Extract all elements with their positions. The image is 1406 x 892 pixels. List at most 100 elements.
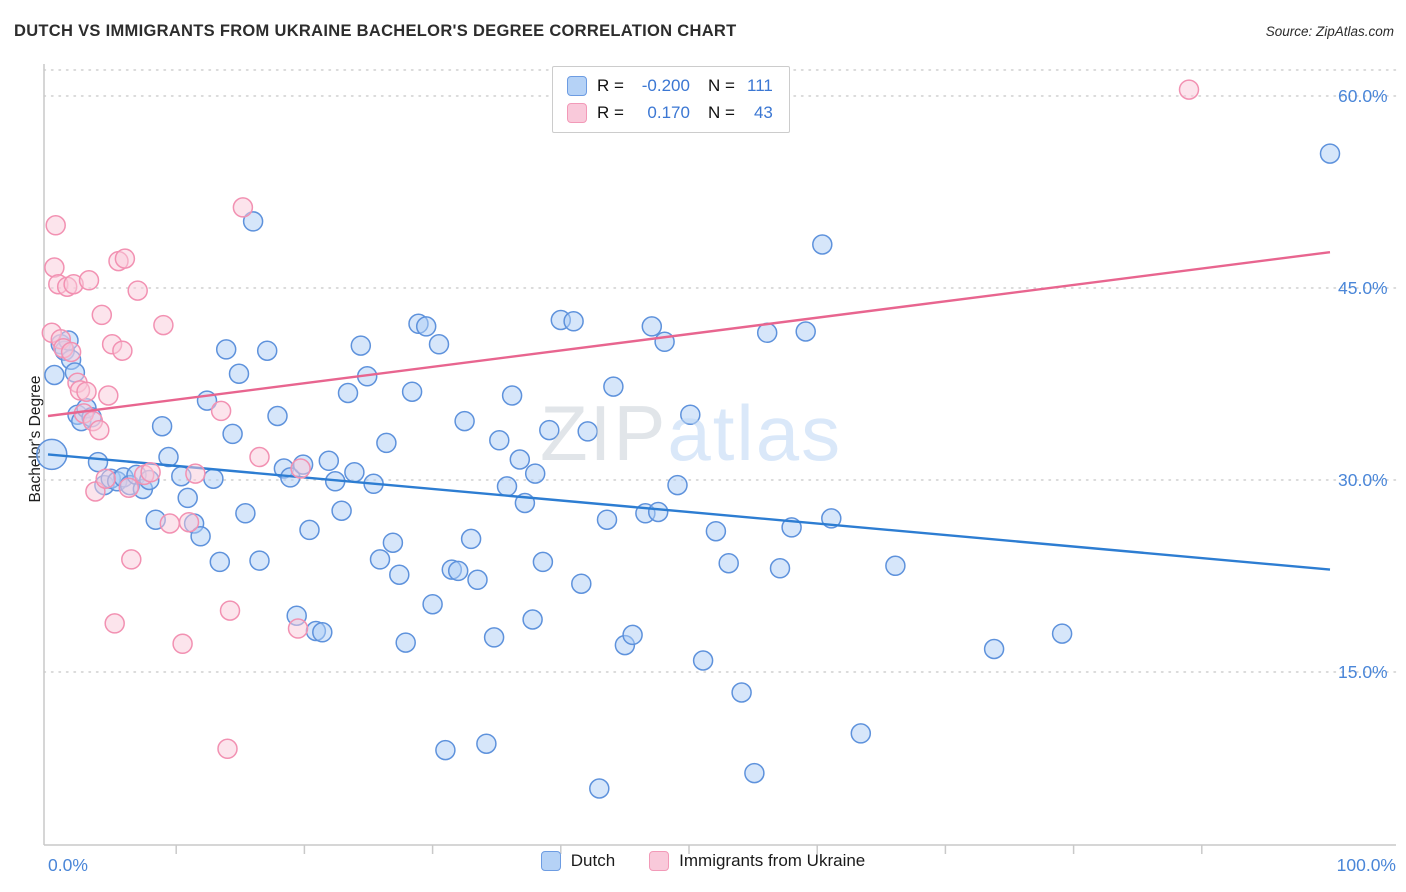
dutch-scatter-point (428, 334, 450, 355)
dutch-scatter-point (242, 211, 264, 232)
x-corner-label: 100.0% (1337, 855, 1396, 875)
dutch-scatter-point (415, 316, 437, 337)
dutch-scatter-point (744, 762, 765, 784)
dutch-scatter-point (369, 549, 391, 570)
ukraine-scatter-point (210, 400, 232, 422)
dutch-scatter-point (577, 421, 598, 442)
dutch-scatter-point (190, 526, 211, 547)
ukraine-scatter-point (98, 385, 119, 406)
dutch-scatter-point (522, 609, 543, 630)
dutch-scatter-point (222, 423, 243, 445)
dutch-scatter-point (228, 363, 250, 385)
dutch-scatter-point (158, 446, 179, 468)
ukraine-scatter-point (60, 341, 82, 363)
source-attribution: Source: ZipAtlas.com (1265, 24, 1394, 39)
page-title: DUTCH VS IMMIGRANTS FROM UKRAINE BACHELO… (14, 22, 737, 40)
series-legend-ukraine-label: Immigrants from Ukraine (679, 851, 866, 870)
r-value-ukraine: 0.170 (647, 103, 690, 122)
ukraine-scatter-point (140, 462, 161, 483)
dutch-scatter-point (215, 339, 237, 360)
dutch-scatter-point (850, 723, 872, 744)
dutch-scatter-point (476, 733, 497, 754)
dutch-scatter-point (532, 551, 554, 573)
ukraine-scatter-point (78, 270, 100, 291)
series-legend-dutch: Dutch (540, 851, 615, 871)
dutch-scatter-point (318, 450, 340, 472)
y-tick-label: 30.0% (1338, 470, 1388, 490)
axes (43, 64, 1396, 854)
dutch-scatter-point (680, 404, 701, 425)
r-value-dutch: -0.200 (641, 76, 690, 95)
dutch-scatter-point (509, 449, 531, 470)
ukraine-scatter-point (219, 600, 241, 621)
x-corner-label: 0.0% (48, 855, 88, 875)
dutch-scatter-point (467, 569, 488, 591)
dutch-scatter-point (769, 558, 791, 579)
ukraine-scatter-point (127, 280, 148, 301)
ukraine-scatter-point (44, 257, 65, 278)
dutch-scatter-point (460, 528, 482, 550)
ukraine-scatter-point (185, 463, 206, 484)
dutch-scatter-point (641, 316, 663, 337)
dutch-scatter-point (571, 573, 592, 594)
dutch-scatter-point (454, 410, 475, 432)
dutch-scatter-point (376, 432, 397, 454)
y-tick-label: 60.0% (1338, 86, 1388, 106)
correlation-legend-row-dutch: R = -0.200 N = 111 (567, 76, 773, 96)
ukraine-scatter-point (121, 549, 142, 570)
dutch-scatter-point (209, 551, 231, 573)
ukraine-scatter-point (95, 468, 116, 489)
ukraine-scatter-point (217, 738, 238, 760)
dutch-scatter-point (395, 632, 416, 653)
r-label: R = (597, 103, 624, 122)
dutch-scatter-point (389, 564, 410, 585)
dutch-points (36, 143, 1341, 799)
dutch-scatter-point (563, 311, 584, 332)
ukraine-scatter-point (118, 477, 140, 498)
ukraine-scatter-point (104, 613, 125, 634)
dutch-scatter-point (821, 508, 842, 529)
n-value-dutch: 111 (747, 76, 773, 95)
dutch-scatter-point (483, 627, 505, 648)
dutch-scatter-point (622, 624, 643, 646)
dutch-scatter-point (256, 340, 278, 361)
n-label: N = (707, 76, 735, 95)
dutch-scatter-point (596, 509, 618, 530)
dutch-scatter-point (382, 532, 404, 553)
correlation-legend-row-ukraine: R = 0.170 N = 43 (567, 103, 773, 123)
ukraine-scatter-point (178, 511, 200, 533)
series-legend-ukraine: Immigrants from Ukraine (649, 851, 865, 871)
dutch-scatter-point (447, 560, 469, 582)
y-tick-label: 15.0% (1338, 662, 1388, 682)
dutch-scatter-point (756, 322, 778, 344)
ukraine-scatter-point (45, 215, 66, 236)
dutch-scatter-point (337, 382, 359, 404)
dutch-trendline (47, 453, 1331, 571)
dutch-scatter-point (422, 593, 443, 615)
ukraine-trendline (47, 250, 1331, 418)
dutch-scatter-point (718, 552, 739, 574)
dutch-scatter-point (177, 487, 198, 509)
dutch-scatter-point (312, 622, 333, 643)
dutch-scatter-point (667, 474, 688, 496)
ukraine-scatter-point (232, 197, 254, 218)
ukraine-points (41, 79, 1200, 760)
dutch-scatter-point (812, 234, 833, 255)
correlation-legend: R = -0.200 N = 111 R = 0.170 N = 43 (552, 66, 790, 133)
dutch-swatch-icon (540, 851, 561, 871)
ukraine-scatter-point (89, 419, 110, 441)
dutch-scatter-point (331, 500, 352, 521)
ukraine-scatter-point (290, 458, 311, 479)
dutch-scatter-point (539, 419, 560, 441)
dutch-scatter-point (489, 430, 510, 451)
dutch-scatter-point (589, 778, 610, 799)
ukraine-scatter-point (153, 314, 174, 336)
dutch-scatter-point (350, 335, 372, 356)
dutch-scatter-point (1319, 143, 1341, 164)
dutch-scatter-point (1051, 623, 1073, 644)
dutch-scatter-point (267, 405, 288, 427)
dutch-scatter-point (435, 739, 456, 761)
ukraine-swatch-icon (649, 851, 670, 871)
